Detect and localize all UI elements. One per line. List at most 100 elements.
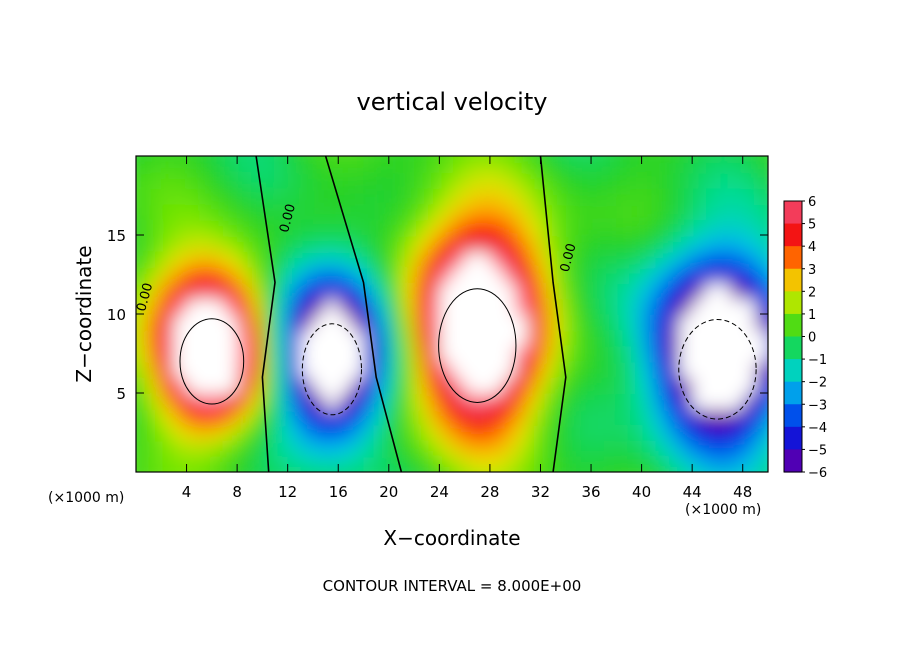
- field-cell: [439, 329, 453, 347]
- field-cell: [300, 187, 314, 205]
- field-cell: [287, 361, 302, 379]
- field-cell: [376, 266, 390, 284]
- field-cell: [224, 377, 239, 394]
- field-cell: [768, 188, 782, 205]
- field-cell: [262, 329, 277, 347]
- field-cell: [578, 345, 593, 363]
- field-cell: [199, 393, 213, 410]
- field-cell: [704, 408, 719, 426]
- field-cell: [616, 156, 630, 173]
- field-cell: [148, 235, 163, 252]
- field-cell: [755, 424, 768, 442]
- field-cell: [136, 329, 137, 347]
- field-cell: [666, 314, 681, 331]
- field-cell: [275, 314, 289, 331]
- field-cell: [578, 203, 593, 221]
- field-cell: [173, 440, 188, 458]
- field-cell: [730, 298, 744, 315]
- field-cell: [742, 250, 757, 268]
- field-cell: [136, 377, 150, 394]
- field-cell: [578, 171, 593, 189]
- field-cell: [515, 156, 529, 157]
- field-cell: [565, 250, 580, 268]
- field-cell: [628, 235, 643, 252]
- x-tick-label: 4: [182, 483, 192, 501]
- field-cell: [224, 219, 239, 236]
- field-cell: [350, 377, 365, 394]
- field-cell: [591, 393, 605, 410]
- field-cell: [350, 156, 365, 173]
- field-cell: [565, 282, 580, 300]
- field-cell: [136, 440, 137, 458]
- field-cell: [692, 393, 706, 410]
- field-cell: [426, 314, 441, 331]
- field-cell: [262, 456, 277, 472]
- field-cell: [489, 156, 504, 173]
- field-cell: [249, 440, 264, 458]
- field-cell: [148, 203, 163, 221]
- field-cell: [249, 424, 264, 442]
- field-cell: [376, 361, 390, 379]
- field-cell: [489, 235, 504, 252]
- field-cell: [376, 203, 390, 221]
- field-cell: [565, 377, 580, 394]
- field-cell: [540, 298, 555, 315]
- field-cell: [527, 377, 542, 394]
- field-cell: [350, 440, 365, 458]
- field-cell: [300, 156, 314, 157]
- field-cell: [237, 282, 251, 300]
- field-cell: [755, 298, 768, 315]
- field-cell: [502, 156, 517, 173]
- field-cell: [477, 219, 491, 236]
- field-cell: [211, 203, 226, 221]
- field-cell: [186, 329, 201, 347]
- x-tick-label: 20: [379, 483, 398, 501]
- field-cell: [275, 377, 289, 394]
- field-cell: [742, 282, 757, 300]
- field-cell: [350, 219, 365, 236]
- field-cell: [350, 393, 365, 410]
- field-cell: [666, 171, 681, 189]
- field-cell: [603, 329, 618, 347]
- field-cell: [439, 298, 453, 315]
- field-cell: [477, 314, 491, 331]
- field-cell: [666, 156, 681, 173]
- field-cell: [186, 156, 201, 157]
- field-cell: [388, 345, 403, 363]
- field-cell: [287, 235, 302, 252]
- field-cell: [186, 440, 201, 458]
- field-cell: [603, 361, 618, 379]
- field-cell: [666, 393, 681, 410]
- field-cell: [742, 393, 757, 410]
- field-cell: [477, 187, 491, 205]
- field-cell: [300, 298, 314, 315]
- field-cell: [325, 282, 340, 300]
- field-cell: [439, 156, 453, 157]
- field-cell: [755, 377, 768, 394]
- field-cell: [603, 156, 618, 173]
- field-cell: [300, 440, 314, 458]
- field-cell: [489, 329, 504, 347]
- field-cell: [363, 156, 378, 157]
- field-cell: [717, 156, 732, 157]
- field-cell: [717, 235, 732, 252]
- field-cell: [136, 329, 150, 347]
- field-cell: [312, 393, 327, 410]
- field-cell: [312, 440, 327, 458]
- field-cell: [376, 187, 390, 205]
- field-cell: [262, 156, 277, 157]
- field-cell: [527, 156, 542, 157]
- field-cell: [692, 282, 706, 300]
- field-cell: [136, 156, 150, 157]
- field-cell: [211, 171, 226, 189]
- field-cell: [211, 361, 226, 379]
- field-cell: [224, 266, 239, 284]
- field-cell: [363, 156, 378, 173]
- field-cell: [477, 156, 491, 173]
- field-cell: [414, 361, 428, 379]
- field-cell: [249, 298, 264, 315]
- field-cell: [527, 424, 542, 442]
- field-cell: [388, 171, 403, 189]
- field-cell: [148, 440, 163, 458]
- field-cell: [666, 298, 681, 315]
